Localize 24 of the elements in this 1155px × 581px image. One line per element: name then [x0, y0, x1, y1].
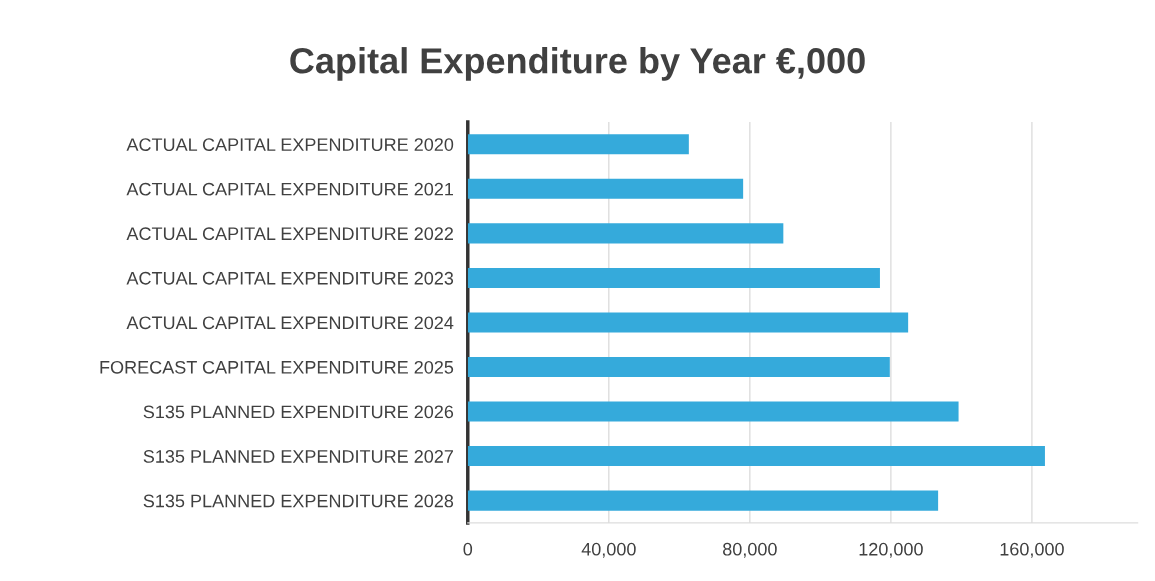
bar — [467, 356, 890, 378]
y-tick-label: FORECAST CAPITAL EXPENDITURE 2025 — [100, 360, 454, 374]
y-tick-label: S135 PLANNED EXPENDITURE 2027 — [143, 450, 453, 463]
bar — [467, 490, 939, 511]
bar — [467, 446, 1045, 467]
y-tick-label: ACTUAL CAPITAL EXPENDITURE 2021 — [126, 182, 454, 196]
bar — [467, 134, 689, 155]
x-tick-label: 160,000 — [1000, 542, 1064, 558]
x-tick-label: 40,000 — [581, 542, 636, 558]
y-tick-label: ACTUAL CAPITAL EXPENDITURE 2022 — [126, 227, 453, 241]
x-tick-label: 80,000 — [723, 542, 777, 558]
y-tick-label: ACTUAL CAPITAL EXPENDITURE 2020 — [126, 138, 454, 151]
bar — [467, 178, 744, 199]
bar — [467, 401, 959, 422]
y-tick-label: S135 PLANNED EXPENDITURE 2028 — [143, 494, 454, 508]
bar — [467, 267, 880, 288]
x-tick-label: 0 — [463, 542, 473, 556]
y-tick-label: S135 PLANNED EXPENDITURE 2026 — [143, 405, 454, 419]
y-tick-label: ACTUAL CAPITAL EXPENDITURE 2023 — [126, 271, 454, 285]
x-tick-label: 120,000 — [859, 542, 923, 558]
y-tick-label: ACTUAL CAPITAL EXPENDITURE 2024 — [126, 316, 454, 330]
chart-title: Capital Expenditure by Year €,000 — [290, 47, 865, 81]
bar — [467, 312, 909, 333]
bar — [467, 223, 784, 244]
